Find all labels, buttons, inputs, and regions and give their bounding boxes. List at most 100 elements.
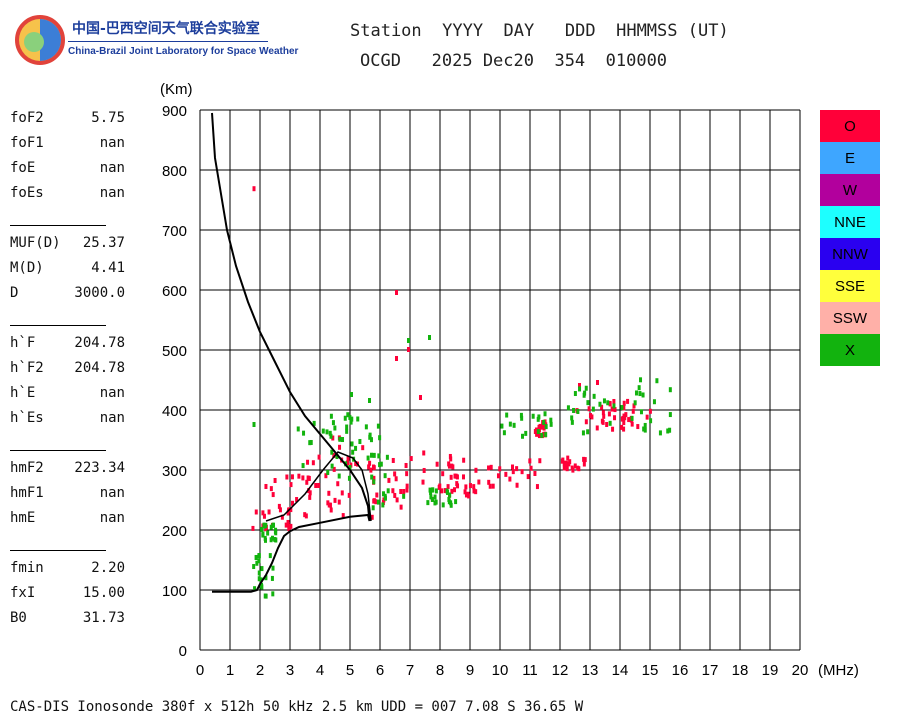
echo-point-O	[405, 487, 409, 493]
lab-name-english: China-Brazil Joint Laboratory for Space …	[68, 46, 299, 57]
echo-point-X	[257, 576, 261, 582]
echo-point-O	[538, 458, 542, 464]
echo-point-X	[407, 338, 410, 343]
x-tick-label: 4	[316, 662, 324, 679]
echo-point-X	[351, 449, 355, 455]
echo-point-O	[526, 474, 530, 480]
echo-point-O	[451, 464, 455, 470]
echo-point-O	[565, 464, 569, 470]
echo-point-X	[581, 430, 585, 436]
x-tick-label: 15	[642, 662, 659, 679]
echo-point-O	[303, 512, 307, 518]
echo-point-O	[464, 484, 468, 490]
lab-logo: 中国-巴西空间天气联合实验室 China-Brazil Joint Labora…	[12, 12, 298, 70]
echo-point-X	[333, 425, 337, 431]
echo-point-O	[394, 476, 398, 482]
param-fof2: foF2 5.75	[10, 110, 130, 128]
echo-point-O	[307, 488, 311, 494]
param-value: 5.75	[91, 110, 125, 126]
param-hmf2: hmF2 223.34	[10, 460, 130, 478]
echo-point-X	[252, 422, 256, 427]
echo-point-O	[623, 415, 627, 421]
echo-point-O	[372, 475, 376, 481]
echo-point-O	[636, 424, 640, 430]
profile-trace	[211, 112, 371, 593]
echo-point-X	[573, 391, 577, 397]
echo-point-O	[441, 471, 445, 477]
echo-point-O	[562, 465, 566, 471]
echo-point-O	[422, 450, 426, 456]
echo-point-X	[341, 437, 345, 443]
echo-point-O	[648, 408, 652, 414]
echo-point-X	[512, 422, 516, 428]
echo-point-O	[391, 457, 395, 463]
echo-point-O	[324, 473, 328, 479]
echo-point-O	[361, 445, 365, 451]
echo-point-O	[280, 514, 284, 520]
echo-point-X	[254, 555, 258, 561]
echo-point-O	[620, 424, 624, 430]
echo-point-X	[330, 449, 334, 455]
legend-swatch-sse	[820, 270, 880, 302]
echo-point-O	[461, 474, 465, 480]
echo-point-X	[348, 465, 352, 471]
echo-point-O	[595, 425, 599, 431]
x-tick-label: 2	[256, 662, 264, 679]
echo-point-O	[498, 466, 502, 472]
echo-point-O	[382, 497, 386, 503]
echo-point-O	[453, 487, 457, 493]
echo-point-O	[287, 525, 291, 531]
echo-point-X	[381, 502, 385, 508]
echo-point-O	[587, 406, 591, 412]
echo-point-O	[304, 513, 308, 519]
echo-point-O	[317, 482, 321, 488]
echo-point-O	[537, 433, 541, 439]
echo-point-O	[477, 479, 481, 485]
echo-point-X	[350, 441, 354, 447]
echo-point-O	[295, 497, 299, 503]
legend-label: SSE	[835, 278, 865, 295]
echo-point-X	[382, 491, 386, 497]
echo-point-O	[307, 475, 311, 481]
echo-point-X	[634, 390, 638, 396]
echo-point-X	[536, 429, 540, 435]
echo-point-O	[488, 483, 492, 489]
echo-point-X	[269, 524, 273, 530]
echo-point-O	[487, 465, 491, 471]
legend-label: NNW	[832, 246, 869, 263]
echo-point-X	[658, 430, 662, 436]
x-axis-label: (MHz)	[818, 662, 859, 679]
echo-point-X	[643, 422, 647, 428]
y-tick-label: 400	[162, 403, 187, 420]
param-name: h`F	[10, 335, 36, 351]
param-hmf1: hmF1 nan	[10, 485, 130, 503]
param-name: fxI	[10, 585, 36, 601]
echo-point-O	[284, 522, 288, 528]
echo-point-O	[508, 476, 512, 482]
echo-point-O	[621, 415, 625, 421]
echo-point-X	[655, 378, 659, 384]
y-tick-label: 800	[162, 163, 187, 180]
echo-point-O	[535, 431, 539, 437]
legend-label: O	[844, 118, 856, 135]
echo-point-X	[257, 553, 261, 559]
echo-point-X	[519, 412, 523, 418]
echo-point-O	[251, 525, 255, 531]
echo-point-X	[433, 500, 437, 506]
echo-point-X	[345, 428, 349, 434]
echo-point-O	[405, 483, 409, 489]
echo-point-O	[262, 513, 266, 519]
echo-point-O	[404, 462, 408, 468]
echo-point-O	[338, 444, 342, 450]
echo-point-O	[576, 465, 580, 471]
param-value: nan	[99, 160, 125, 176]
echo-point-X	[543, 411, 547, 417]
echo-point-X	[328, 430, 332, 436]
param-value: 31.73	[82, 610, 125, 626]
echo-point-O	[402, 489, 406, 495]
echo-point-X	[338, 436, 342, 442]
echo-point-O	[613, 407, 617, 413]
echo-point-O	[447, 463, 451, 469]
logo-divider	[68, 41, 268, 42]
echo-point-X	[260, 566, 264, 572]
